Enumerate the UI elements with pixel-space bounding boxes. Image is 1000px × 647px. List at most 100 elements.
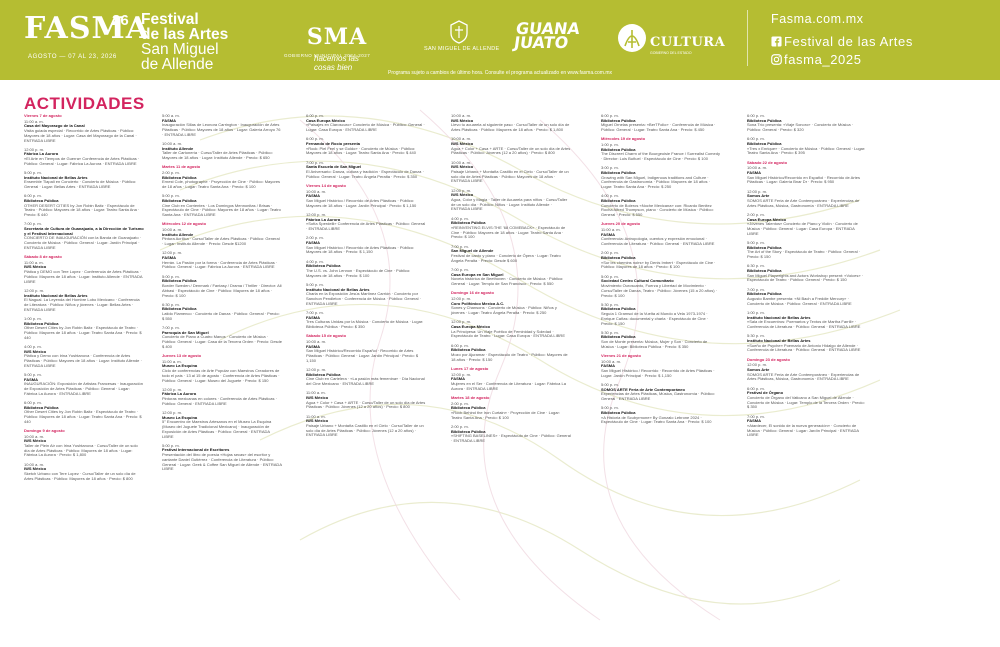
activity-entry[interactable]: 1:00 p. m. Biblioteca Pública Other Desert… [24, 316, 144, 341]
activity-entry[interactable]: 10:00 a. m. IWS México Taller de Plein Air… [24, 434, 144, 459]
activity-entry[interactable]: 6:00 p. m. Biblioteca Pública Other Desert… [24, 400, 144, 425]
activity-entry[interactable]: 10:00 a. m. FASMA San Miguel Histórico/Rec… [747, 166, 867, 185]
instagram-link[interactable]: fasma_2025 [771, 52, 862, 67]
activity-entry[interactable]: 7:00 p. m. Parroquia de San Miguel Concier… [162, 325, 282, 350]
activity-entry[interactable]: 2:00 p. m. Biblioteca Pública «SHIFTING BA… [451, 424, 571, 444]
activity-entry[interactable]: 5:00 p. m. Biblioteca Pública «A Historia … [601, 406, 721, 425]
activity-details: Other Desert Cities by Jon Robin Baitz ·… [24, 409, 142, 424]
activity-entry[interactable]: 12:00 p. m. Museo La Esquina 5° Encuentro … [162, 410, 282, 439]
activity-entry[interactable]: 10:00 a. m. FASMA San Miguel Histórico / R… [601, 359, 721, 379]
activity-details: Sona Trío presenta: «Viaje Sonoro» · Con… [747, 122, 853, 133]
activity-entry[interactable]: 6:30 p. m. Biblioteca Pública Latido Flame… [162, 302, 282, 322]
activity-entry[interactable]: 5:00 p. m. Sociedad Centro Cultural Comun… [601, 274, 721, 299]
activity-entry[interactable]: 5:00 p. m. Biblioteca Pública Cine Club en… [162, 194, 282, 218]
activity-entry[interactable]: 6:30 p. m. Biblioteca Pública San Miguel P… [747, 264, 867, 283]
activity-entry[interactable]: 4:00 p. m. Biblioteca Pública The U.S. vs.… [306, 259, 426, 279]
activity-entry[interactable]: 6:00 p. m. Biblioteca Pública Miguel Ornel… [601, 113, 721, 133]
activity-entry[interactable]: 5:00 p. m. SOMOS ARTE Feria de Arte Conte… [601, 382, 721, 402]
crest-label: SAN MIGUEL DE ALLENDE [424, 46, 500, 52]
activity-entry[interactable]: 5:00 p. m. Biblioteca Pública The Art of t… [747, 240, 867, 260]
activity-entry[interactable]: 5:30 p. m. Biblioteca Pública Seguía 1 Gra… [601, 302, 721, 327]
activity-time: 12:00 p. m. [24, 287, 45, 293]
activity-entry[interactable]: 5:00 p. m. Biblioteca Pública Border Swede… [162, 274, 282, 299]
activity-entry[interactable]: 10:00 a. m. Instituto Allende Taller de Ca… [162, 141, 282, 161]
activity-entry[interactable]: 5:30 p. m. Biblioteca Pública Son de Monte… [601, 330, 721, 350]
activity-entry[interactable]: 2:00 p. m. Biblioteca Pública Ernest Cole,… [162, 170, 282, 190]
activity-entry[interactable]: 6:00 p. m. Festival de Órgano Concierto de… [747, 386, 867, 411]
activity-entry[interactable]: 7:00 p. m. Secretaría de Cultura de Guana… [24, 222, 144, 250]
activity-entry[interactable]: 6:00 p. m. Biblioteca Pública OTHER DESERT… [24, 194, 144, 218]
activity-entry[interactable]: 1:00 p. m. Instituto Nacional de Bellas A… [747, 310, 867, 330]
activity-entry[interactable]: 12:00 p. m. FASMA Mujeres en el Ser · Conf… [451, 372, 571, 392]
activity-entry[interactable]: 6:00 p. m. Biblioteca Pública «Tres x Enri… [747, 137, 867, 156]
activity-entry[interactable]: 12:00 p. m. FASMA Herrán. La Pasión por la… [162, 251, 282, 270]
san-miguel-crest-logo[interactable]: SAN MIGUEL DE ALLENDE [424, 20, 500, 52]
activity-entry[interactable]: 4:00 p. m. Biblioteca Pública «REINVENTING… [451, 216, 571, 241]
activity-entry[interactable]: 11:00 a. m. IWS México Plática y DEMO con … [24, 260, 144, 285]
activity-entry[interactable]: 11:00 a. m. IWS México Paisaje Urbano + Mo… [306, 414, 426, 439]
activity-organizer: Secretaría de Cultura de Guanajuato, a l… [24, 226, 144, 236]
activity-entry[interactable]: 6:00 p. m. Biblioteca Pública Sona Trío pr… [747, 113, 867, 133]
activity-entry[interactable]: 2:00 p. m. Biblioteca Pública «Rock Behind… [451, 401, 571, 421]
activity-entry[interactable]: 1:00 p. m. Biblioteca Pública The Discreet… [601, 142, 721, 162]
activity-entry[interactable]: 12:00 p. m. Biblioteca Pública Cine Club e… [306, 367, 426, 387]
activity-entry[interactable]: 12:00 p. m. Coro Polifónico Mexica A.C. So… [451, 296, 571, 316]
activity-entry[interactable]: 12:00 p. m. IWS México Agua, Color y Magia… [451, 188, 571, 213]
activity-entry[interactable]: 12:00 p. m. Instituto Nacional de Bellas … [24, 287, 144, 313]
activity-entry[interactable]: 12:00 p. m. Casa Europa México La Principe… [451, 320, 571, 339]
activity-entry[interactable]: 5:30 p. m. Instituto Nacional de Bellas A… [747, 334, 867, 353]
activity-entry[interactable]: 10:00 a. m. IWS México Sketch Urbano con T… [24, 462, 144, 482]
activity-entry[interactable]: 12:00 p. m. Somos Arte SOMOS ARTE Feria de… [747, 189, 867, 209]
cultura-logo[interactable]: CULTURA [650, 35, 726, 50]
activity-time: 6:00 p. m. [601, 113, 619, 118]
activity-organizer: Biblioteca Pública [162, 174, 197, 180]
activity-entry[interactable]: 12:00 p. m. Fábrica La Aurora «El Arte en … [24, 147, 144, 167]
activity-entry[interactable]: 11:00 a. m. Museo La Esquina Ciclo de conf… [162, 359, 282, 384]
activity-organizer: FASMA [601, 231, 615, 237]
activity-entry[interactable]: 7:00 p. m. Biblioteca Pública Augusto Bamb… [747, 287, 867, 307]
activity-organizer: FASMA [747, 418, 761, 424]
guanajuato-logo[interactable]: GUANA JUATO [513, 19, 581, 52]
crest-icon [450, 20, 468, 44]
activity-time: 7:00 p. m. [24, 221, 42, 227]
activity-organizer: IWS México [306, 394, 329, 400]
fasma-logo[interactable]: FASMA 26 AGOSTO — 07 AL 23, 2026 [24, 10, 149, 68]
activity-entry[interactable]: 5:00 p. m. Instituto Nacional de Bellas A… [306, 282, 426, 307]
activity-entry[interactable]: 11:00 a. m. FASMA Conferencia: Antropologí… [601, 227, 721, 247]
activity-entry[interactable]: 7:00 p. m. San Miguel de Allende Festival … [451, 244, 571, 264]
activity-entry[interactable]: 2:00 p. m. Casa Europa México «Jóvenes Tal… [747, 212, 867, 237]
activity-entry[interactable]: 4:00 p. m. Biblioteca Pública Concierto de… [601, 194, 721, 218]
activity-entry[interactable]: 5:00 a. m. FASMA Inauguración Sillas de Le… [162, 113, 282, 138]
activity-entry[interactable]: 7:00 p. m. Casa Europa en San Miguel Novet… [451, 267, 571, 287]
activity-entry[interactable]: 10:00 a. m. IWS México Agua + Color + Casa… [451, 137, 571, 156]
activity-entry[interactable]: 2:00 p. m. Biblioteca Pública «Sur les che… [601, 251, 721, 270]
activity-entry[interactable]: 2:00 p. m. FASMA San Miguel Histórico / Re… [306, 236, 426, 255]
activity-entry[interactable]: 10:00 a. m. IWS México Llevo tu acuarela a… [451, 113, 571, 133]
activity-entry[interactable]: 10:00 a. m. IWS México Paisaje Urbano + Mo… [451, 160, 571, 185]
activity-entry[interactable]: 7:00 p. m. Santa Escuela de San Miguel El … [306, 160, 426, 180]
activity-entry[interactable]: 7:00 p. m. FASMA Tres Culturas Unidas por … [306, 310, 426, 330]
day-heading: Jueves 20 de agosto [601, 221, 641, 227]
activity-entry[interactable]: 4:00 p. m. IWS México Plática y Demo con I… [24, 344, 144, 369]
facebook-link[interactable]: Festival de las Artes [771, 34, 913, 49]
activity-entry[interactable]: 7:00 p. m. FASMA «Atardecer, El sonido de … [747, 414, 867, 439]
activity-entry[interactable]: 10:00 a. m. FASMA San Miguel Histórico/Rec… [306, 339, 426, 364]
activity-entry[interactable]: 3:00 p. m. Biblioteca Pública Growing with… [601, 166, 721, 190]
activity-entry[interactable]: 5:00 p. m. Instituto Nacional de Bellas A… [24, 170, 144, 190]
activity-entry[interactable]: 5:00 p. m. FASMA INAUGURACIÓN: Exposición … [24, 372, 144, 397]
activity-entry[interactable]: 10:00 a. m. Instituto Allende Pintura Acrí… [162, 227, 282, 247]
activity-entry[interactable]: 11:00 a. m. Casa del Mayorazgo de la Cana… [24, 119, 144, 144]
activity-details: Augusto Bambe presenta: «Ni Bach a Fredd… [747, 296, 852, 306]
activity-time: 6:00 p. m. [451, 342, 469, 348]
sma-logo[interactable]: SMA hacemos las cosas bien [284, 24, 390, 72]
activity-entry[interactable]: 6:00 p. m. Biblioteca Pública Mozo por Aju… [451, 342, 571, 363]
activity-entry[interactable]: 5:00 p. m. Festival Internacional de Escr… [162, 443, 282, 472]
activity-entry[interactable]: 12:00 p. m. Fábrica La Aurora «Sofía Sperd… [306, 212, 426, 232]
website-link[interactable]: Fasma.com.mx [771, 12, 864, 26]
activity-entry[interactable]: 11:00 a. m. IWS México Agua + Color + Casa… [306, 391, 426, 410]
activity-entry[interactable]: 10:00 a. m. FASMA San Miguel Histórico / R… [306, 189, 426, 209]
activity-entry[interactable]: 12:00 p. m. Fábrica La Aurora Pintoras mex… [162, 387, 282, 407]
activity-entry[interactable]: 6:00 p. m. Fernando de Rocío presenta «Roc… [306, 137, 426, 156]
activity-entry[interactable]: 6:00 p. m. Casa Europa México «Paisajes en… [306, 113, 426, 133]
activity-entry[interactable]: 12:00 p. m. Somos Arte SOMOS ARTE Feria de… [747, 363, 867, 382]
